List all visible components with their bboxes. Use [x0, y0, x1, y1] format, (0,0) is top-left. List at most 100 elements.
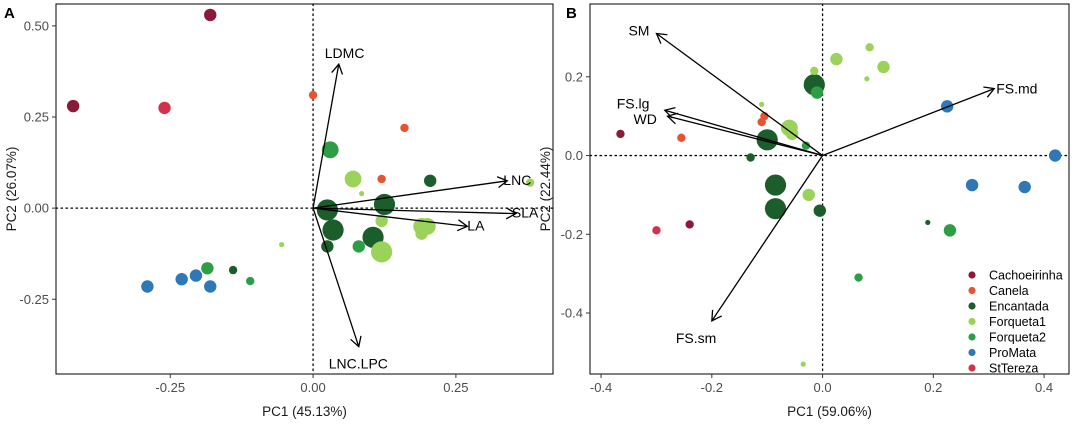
x-tick-label: 0.00 [300, 380, 325, 395]
vector-lnc: LNC [312, 172, 531, 209]
vector-label: SLA [512, 205, 539, 221]
panel-b-y-axis: -0.4 -0.2 0.0 0.2 [561, 69, 590, 320]
data-point-forqueta1 [525, 178, 535, 187]
data-point-forqueta1 [371, 241, 393, 263]
legend-label: Cachoeirinha [989, 269, 1063, 283]
legend-label: ProMata [989, 346, 1036, 360]
data-point-encantada [925, 219, 931, 226]
data-point-canela [677, 133, 686, 143]
data-point-encantada [322, 219, 344, 241]
legend-swatch [968, 364, 976, 372]
legend-swatch [968, 317, 976, 326]
panel-a-x-axis-title: PC1 (45.13%) [262, 404, 347, 419]
data-point-canela [377, 174, 386, 184]
y-tick-label: 0.00 [24, 201, 49, 216]
data-point-forqueta2 [201, 262, 214, 275]
vector-label: LNC.LPC [329, 356, 388, 372]
data-point-forqueta1 [865, 43, 874, 52]
vector-lnc-lpc: LNC.LPC [312, 207, 388, 372]
vector-sla: SLA [313, 205, 539, 221]
data-point-cachoeirinha [204, 8, 217, 22]
panel-b-y-axis-title: PC2 (22.44%) [538, 147, 553, 232]
legend-swatch [968, 302, 976, 310]
legend-item-cachoeirinha: Cachoeirinha [968, 269, 1063, 283]
x-tick-label: -0.4 [590, 380, 612, 395]
x-tick-label: -0.2 [701, 380, 723, 395]
data-point-promata [204, 280, 217, 293]
data-point-encantada [764, 174, 787, 196]
legend-item-promata: ProMata [968, 346, 1036, 360]
legend-label: Encantada [989, 300, 1049, 314]
data-point-encantada [423, 174, 437, 187]
data-point-forqueta2 [321, 141, 339, 159]
vector-label: FS.lg [617, 95, 650, 111]
x-tick-label: 0.0 [814, 380, 832, 395]
legend-label: StTereza [989, 362, 1038, 376]
data-point-forqueta1 [877, 60, 890, 74]
data-point-promata [175, 273, 188, 286]
vector-label: LA [467, 217, 485, 233]
data-point-promata [141, 280, 154, 293]
data-point-forqueta1 [800, 361, 806, 367]
panel-a-frame [55, 3, 554, 375]
panel-a-y-axis-title: PC2 (26.07%) [4, 147, 19, 232]
data-point-forqueta1 [810, 66, 819, 76]
data-point-forqueta2 [943, 224, 957, 237]
data-point-encantada [746, 153, 755, 162]
data-point-forqueta1 [830, 52, 843, 66]
data-point-encantada [813, 204, 827, 217]
data-point-sttereza [158, 101, 171, 115]
data-point-forqueta1 [802, 188, 815, 202]
data-point-forqueta2 [854, 273, 863, 282]
y-tick-label: 0.25 [24, 110, 49, 125]
x-tick-label: 0.25 [443, 380, 468, 395]
vector-label: FS.sm [676, 330, 716, 346]
vector-label: WD [634, 111, 657, 127]
vector-sm: SM [628, 23, 823, 157]
vector-label: SM [628, 23, 649, 39]
data-point-forqueta1 [344, 170, 362, 188]
legend-item-encantada: Encantada [968, 300, 1049, 314]
y-tick-label: -0.2 [561, 227, 583, 242]
y-tick-label: -0.4 [561, 305, 583, 320]
legend-label: Forqueta1 [989, 315, 1046, 329]
data-point-promata [1048, 149, 1062, 162]
data-point-promata [965, 178, 979, 192]
vector-label: LDMC [325, 45, 365, 61]
data-point-forqueta1 [864, 76, 870, 82]
data-point-canela [308, 90, 318, 100]
legend-item-sttereza: StTereza [968, 362, 1038, 376]
data-point-promata [1018, 180, 1031, 194]
data-point-promata [189, 269, 203, 282]
data-point-forqueta1 [415, 227, 428, 240]
panel-a-y-axis: -0.25 0.00 0.25 0.50 [19, 18, 56, 307]
legend-item-canela: Canela [968, 284, 1029, 298]
data-point-forqueta2 [246, 276, 255, 286]
vector-la: LA [312, 207, 485, 233]
data-point-sttereza [652, 226, 661, 235]
vector-ldmc: LDMC [312, 45, 365, 209]
panel-a-x-axis: -0.25 0.00 0.25 [155, 374, 469, 395]
legend-swatch [968, 271, 976, 279]
data-point-forqueta1 [759, 101, 765, 107]
panel-a: A LDMC LNC SLA LA LNC.LPC -0.25 0.00 0.25 -0.2… [4, 3, 554, 419]
legend-swatch [968, 348, 976, 357]
vector-fs-sm: FS.sm [676, 155, 824, 346]
data-point-forqueta1 [375, 214, 388, 228]
data-point-cachoeirinha [616, 129, 625, 139]
legend-item-forqueta2: Forqueta2 [968, 331, 1046, 345]
data-point-encantada [228, 265, 238, 275]
data-point-forqueta2 [810, 86, 824, 99]
vector-wd: WD [634, 111, 823, 157]
panel-b-label: B [566, 5, 577, 22]
panel-b-x-axis-title: PC1 (59.06%) [787, 404, 872, 419]
data-point-encantada [764, 198, 787, 220]
data-point-forqueta2 [352, 240, 365, 253]
panel-a-points [66, 8, 535, 293]
legend-label: Forqueta2 [989, 331, 1046, 345]
y-tick-label: -0.25 [19, 292, 49, 307]
x-tick-label: 0.4 [1035, 380, 1053, 395]
